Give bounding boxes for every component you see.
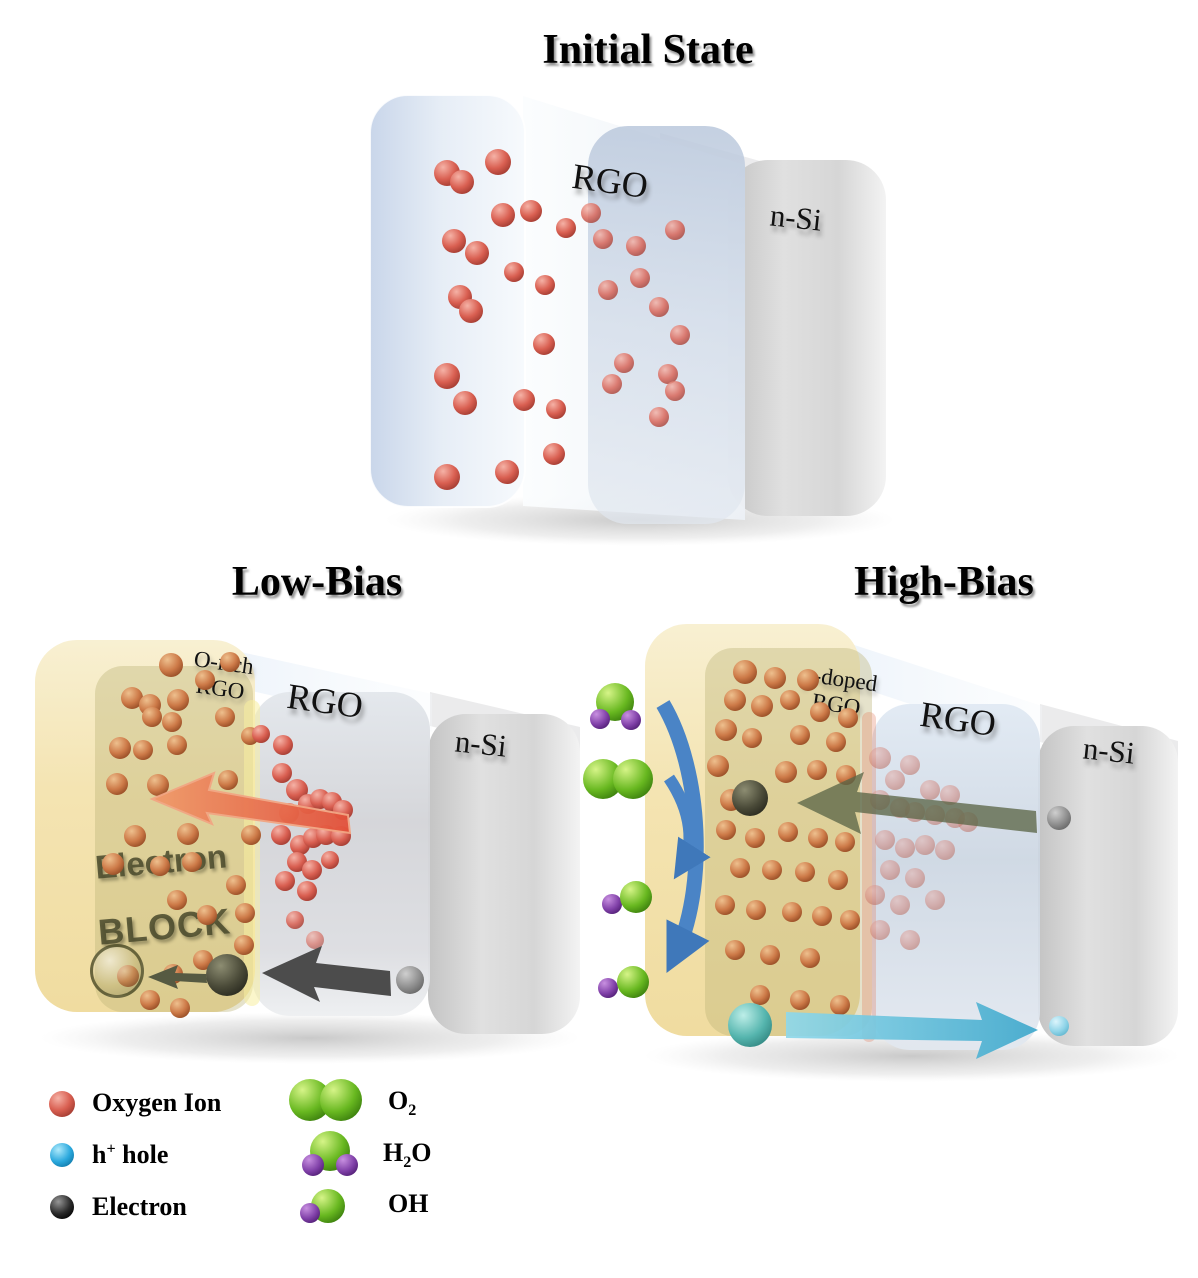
nsi-slab [1038,726,1178,1046]
o2-sub: 2 [408,1102,417,1120]
rgo-glass-slab [252,692,430,1016]
rgo-slab-front-face [369,94,526,508]
electron-transfer-arrow [797,772,1037,834]
legend-h2o-label: H2O [383,1138,432,1172]
legend-oh-label: OH [388,1189,429,1218]
yellow-glass-edge [244,700,260,1006]
h2o-p1: H [383,1138,404,1167]
hole-base: h [92,1140,107,1169]
initial-state-title: Initial State [542,27,754,73]
electron-injection-arrow [262,946,391,1002]
h2o-p2: O [411,1138,432,1167]
nsi-slab [728,160,886,516]
initial-panel-slabs [369,94,895,546]
hole-rest: hole [115,1140,169,1169]
electron-block-arrow [148,965,207,989]
legend-electron-label: Electron [92,1192,187,1221]
rgo-glass-slab [872,704,1040,1050]
legend-o2-label: O2 [388,1086,416,1120]
oxygen-migration-arrow [149,771,352,835]
hole-sup: + [106,1140,116,1158]
o2-base: O [388,1086,409,1115]
high-bias-title: High-Bias [854,559,1034,605]
gas-release-arrow-long [656,700,710,974]
gas-release-arrow-short [663,774,711,880]
nsi-slab [428,714,580,1034]
legend-hole-label: h+ hole [92,1140,168,1170]
low-bias-title: Low-Bias [231,559,403,605]
low-bias-panel-slabs [35,640,580,1064]
legend-oxygen-ion-label: Oxygen Ion [92,1088,222,1117]
rgo-slab-rear-glass [588,126,745,524]
h2o-sub: 2 [403,1154,412,1172]
hole-transfer-arrow [786,1002,1038,1059]
high-ground-shadow [644,1030,1180,1082]
